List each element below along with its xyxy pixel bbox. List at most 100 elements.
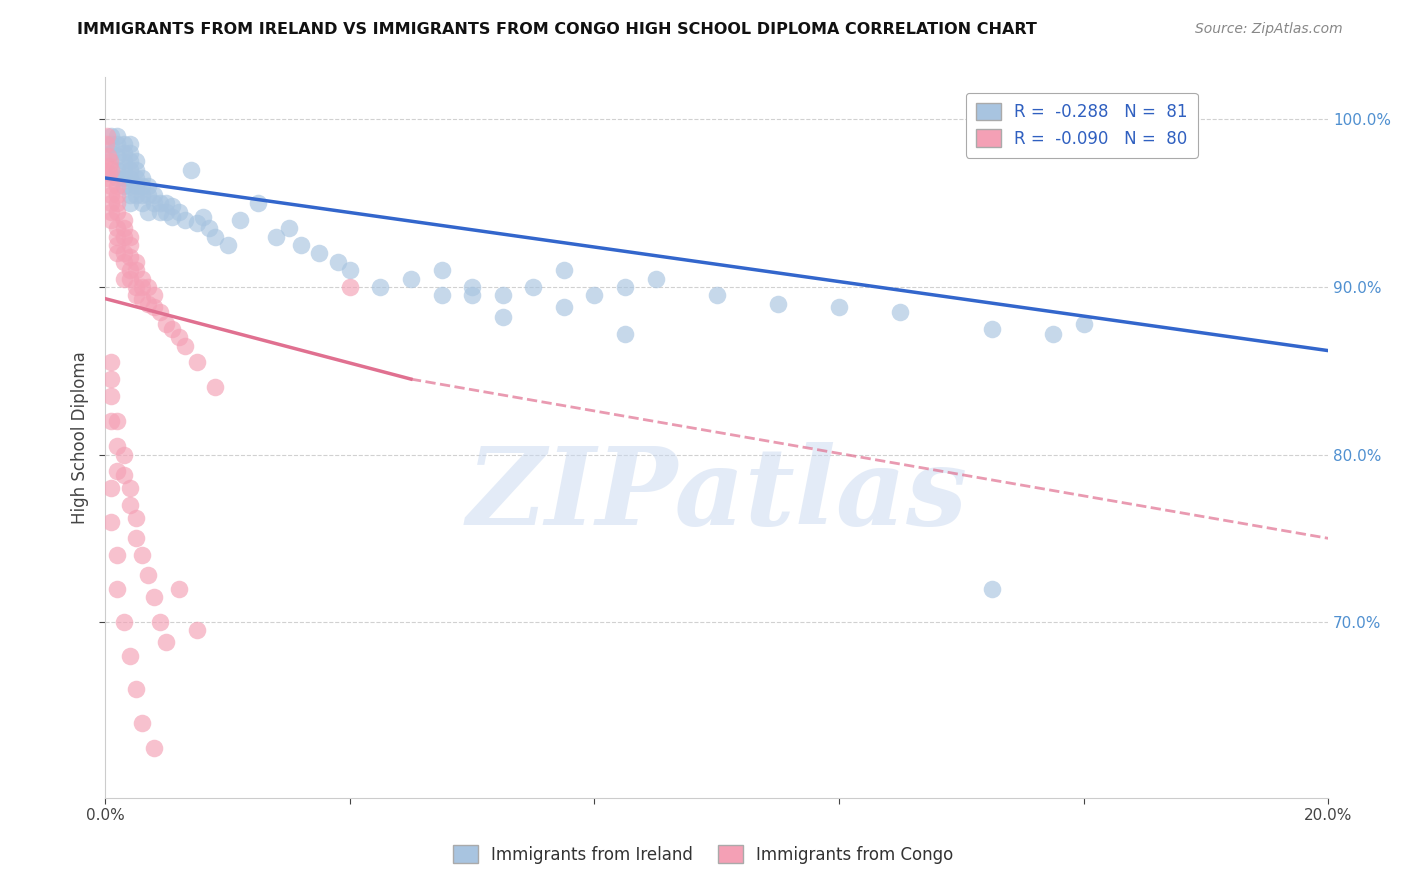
Point: [125, 171, 148, 186]
Point: [149, 196, 172, 211]
Point: [118, 145, 141, 160]
Point: [112, 271, 135, 285]
Point: [155, 317, 177, 331]
Text: IMMIGRANTS FROM IRELAND VS IMMIGRANTS FROM CONGO HIGH SCHOOL DIPLOMA CORRELATION: IMMIGRANTS FROM IRELAND VS IMMIGRANTS FR…: [77, 22, 1038, 37]
Point: [118, 171, 141, 186]
Point: [149, 305, 172, 319]
Point: [136, 280, 159, 294]
Point: [97, 149, 120, 163]
Point: [107, 129, 129, 144]
Point: [162, 322, 184, 336]
Point: [143, 740, 166, 755]
Point: [118, 238, 141, 252]
Point: [100, 389, 122, 403]
Point: [644, 271, 666, 285]
Point: [125, 288, 148, 302]
Point: [100, 196, 122, 211]
Point: [198, 221, 221, 235]
Legend: R =  -0.288   N =  81, R =  -0.090   N =  80: R = -0.288 N = 81, R = -0.090 N = 80: [966, 93, 1198, 158]
Point: [100, 137, 122, 152]
Point: [112, 145, 135, 160]
Point: [339, 280, 361, 294]
Point: [706, 288, 728, 302]
Point: [100, 204, 122, 219]
Point: [100, 414, 122, 428]
Point: [173, 213, 195, 227]
Point: [107, 149, 129, 163]
Point: [96, 129, 118, 144]
Point: [118, 648, 141, 663]
Point: [173, 338, 195, 352]
Point: [97, 159, 120, 173]
Point: [118, 162, 141, 177]
Point: [112, 162, 135, 177]
Point: [162, 210, 184, 224]
Point: [339, 263, 361, 277]
Point: [107, 196, 129, 211]
Point: [131, 715, 153, 730]
Point: [100, 162, 122, 177]
Point: [125, 179, 148, 194]
Point: [112, 179, 135, 194]
Point: [112, 467, 135, 482]
Point: [522, 280, 544, 294]
Point: [889, 305, 911, 319]
Point: [136, 179, 159, 194]
Text: Source: ZipAtlas.com: Source: ZipAtlas.com: [1195, 22, 1343, 37]
Point: [112, 213, 135, 227]
Point: [131, 548, 153, 562]
Point: [98, 154, 121, 169]
Point: [143, 288, 166, 302]
Point: [107, 582, 129, 596]
Point: [97, 171, 120, 186]
Point: [118, 179, 141, 194]
Point: [553, 263, 575, 277]
Point: [266, 229, 288, 244]
Point: [107, 162, 129, 177]
Point: [100, 355, 122, 369]
Point: [125, 254, 148, 268]
Point: [107, 179, 129, 194]
Point: [100, 481, 122, 495]
Point: [613, 326, 636, 341]
Point: [492, 310, 515, 324]
Point: [112, 246, 135, 260]
Point: [191, 210, 214, 224]
Y-axis label: High School Diploma: High School Diploma: [72, 351, 89, 524]
Point: [131, 292, 153, 306]
Point: [167, 330, 190, 344]
Point: [186, 355, 208, 369]
Point: [143, 187, 166, 202]
Point: [107, 414, 129, 428]
Point: [217, 238, 239, 252]
Point: [118, 271, 141, 285]
Point: [118, 196, 141, 211]
Point: [131, 196, 153, 211]
Point: [118, 154, 141, 169]
Point: [107, 187, 129, 202]
Point: [492, 288, 515, 302]
Point: [112, 448, 135, 462]
Point: [118, 250, 141, 264]
Point: [118, 137, 141, 152]
Point: [204, 380, 226, 394]
Point: [125, 187, 148, 202]
Point: [143, 196, 166, 211]
Point: [613, 280, 636, 294]
Point: [112, 254, 135, 268]
Point: [136, 568, 159, 582]
Point: [553, 300, 575, 314]
Point: [162, 199, 184, 213]
Point: [100, 179, 122, 194]
Point: [180, 162, 202, 177]
Point: [461, 288, 484, 302]
Point: [125, 280, 148, 294]
Point: [98, 166, 121, 180]
Point: [112, 221, 135, 235]
Point: [125, 511, 148, 525]
Point: [149, 615, 172, 629]
Point: [100, 145, 122, 160]
Point: [980, 322, 1002, 336]
Point: [308, 246, 330, 260]
Point: [118, 498, 141, 512]
